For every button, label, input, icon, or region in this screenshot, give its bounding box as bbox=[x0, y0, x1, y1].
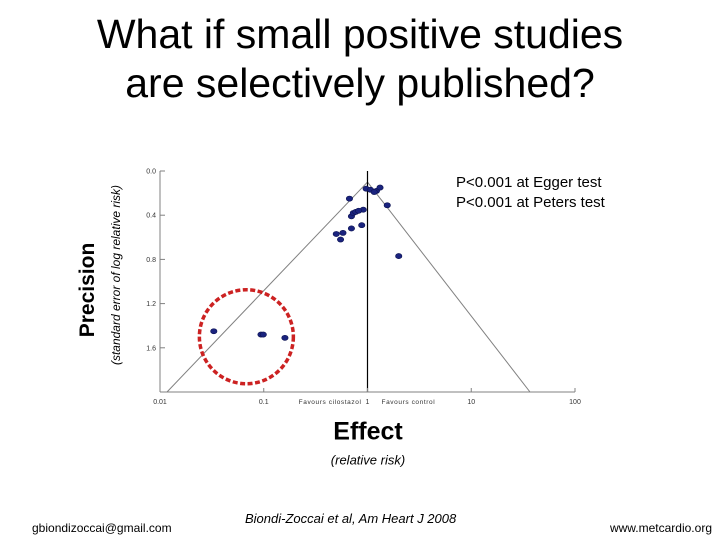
statistics-box: P<0.001 at Egger test P<0.001 at Peters … bbox=[456, 173, 605, 213]
study-point bbox=[355, 207, 363, 214]
study-point bbox=[210, 328, 218, 335]
peters-test-result: P<0.001 at Peters test bbox=[456, 194, 605, 211]
study-point bbox=[337, 236, 345, 243]
footer-email: gbiondizoccai@gmail.com bbox=[32, 521, 172, 535]
study-point bbox=[332, 231, 340, 237]
footer-citation: Biondi-Zoccai et al, Am Heart J 2008 bbox=[245, 511, 457, 526]
y-tick-label: 1.6 bbox=[146, 345, 156, 352]
title-line-2: are selectively published? bbox=[125, 60, 595, 106]
page-title: What if small positive studies are selec… bbox=[0, 10, 720, 108]
x-annotation-favours-cilostazol: Favours cilostazol bbox=[299, 399, 362, 406]
funnel-left-boundary bbox=[166, 181, 368, 393]
x-tick-label: 10 bbox=[467, 399, 475, 406]
footer-website: www.metcardio.org bbox=[609, 521, 712, 535]
study-point bbox=[395, 253, 403, 259]
study-point bbox=[259, 331, 267, 338]
x-tick-label: 0.1 bbox=[259, 399, 269, 406]
study-point bbox=[281, 334, 289, 341]
y-tick-label: 0.0 bbox=[146, 169, 156, 176]
x-tick-label: 1 bbox=[366, 399, 370, 406]
title-line-1: What if small positive studies bbox=[96, 11, 624, 57]
y-tick-label: 0.4 bbox=[146, 213, 156, 220]
x-tick-label: 100 bbox=[569, 399, 581, 406]
x-tick-label: 0.01 bbox=[153, 399, 167, 406]
x-axis-sublabel: (relative risk) bbox=[330, 452, 406, 468]
study-point bbox=[370, 189, 378, 195]
y-tick-label: 1.2 bbox=[146, 301, 156, 308]
egger-test-result: P<0.001 at Egger test bbox=[456, 174, 602, 191]
study-point bbox=[376, 184, 384, 191]
y-tick-label: 0.8 bbox=[146, 257, 156, 264]
funnel-right-boundary bbox=[367, 181, 531, 393]
study-point bbox=[383, 202, 391, 209]
study-point bbox=[345, 195, 353, 202]
highlight-circle bbox=[197, 288, 296, 386]
study-point bbox=[339, 229, 347, 236]
study-point bbox=[347, 225, 355, 232]
study-point bbox=[358, 222, 366, 229]
x-axis-label: Effect bbox=[333, 417, 403, 446]
x-annotation-favours-control: Favours control bbox=[382, 399, 436, 406]
